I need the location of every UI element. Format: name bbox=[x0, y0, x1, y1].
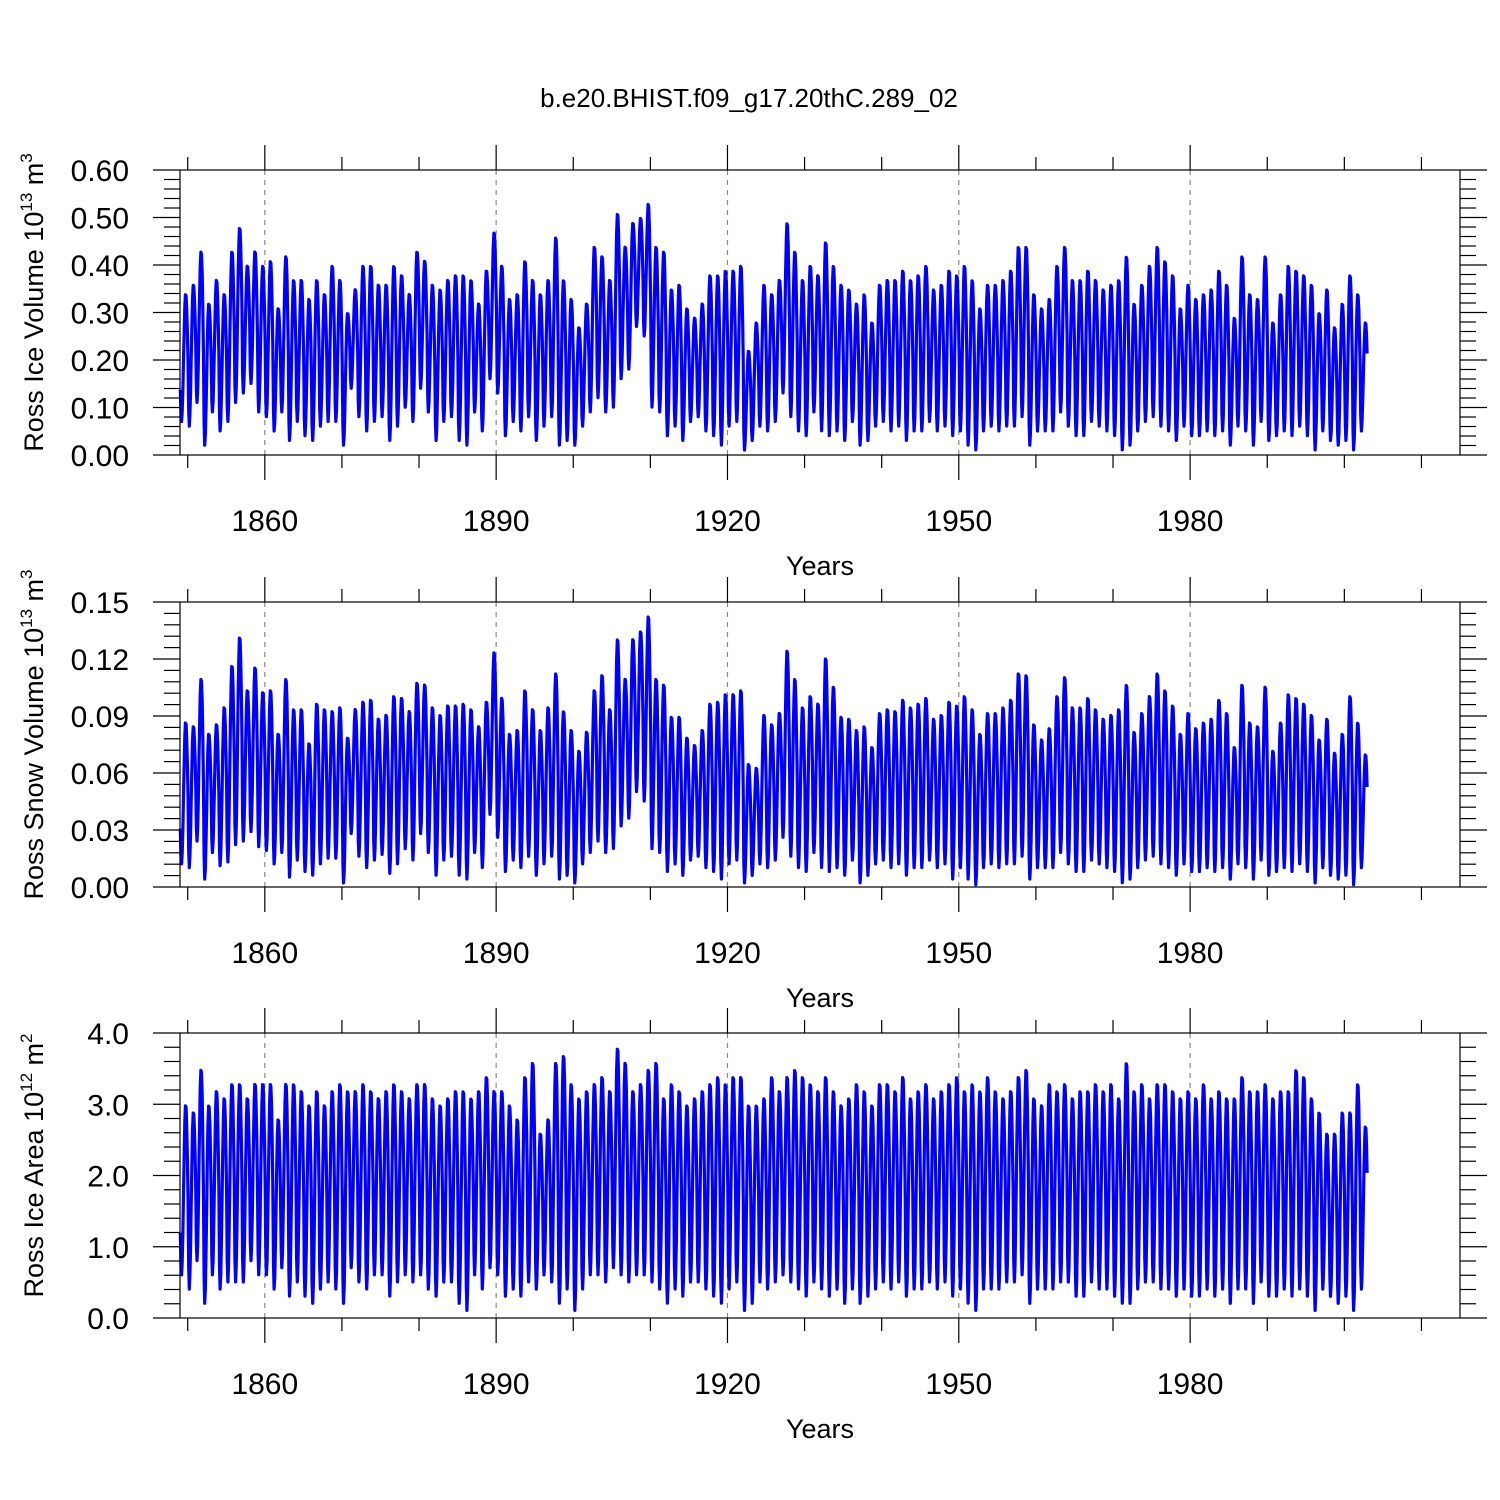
y-tick-label: 0.06 bbox=[71, 758, 129, 791]
y-tick-label: 0.20 bbox=[71, 345, 129, 378]
y-tick-label: 0.00 bbox=[71, 872, 129, 905]
series-line bbox=[178, 615, 1369, 887]
y-axis-title: Ross Snow Volume 1013 m3 bbox=[17, 569, 49, 899]
x-tick-label: 1860 bbox=[231, 505, 298, 538]
y-tick-label: 0.30 bbox=[71, 298, 129, 331]
x-tick-label: 1950 bbox=[925, 1368, 992, 1401]
series-line bbox=[178, 1047, 1369, 1312]
x-axis-title: Years bbox=[786, 551, 854, 581]
x-tick-label: 1950 bbox=[925, 505, 992, 538]
x-tick-label: 1980 bbox=[1157, 937, 1224, 970]
figure-title: b.e20.BHIST.f09_g17.20thC.289_02 bbox=[540, 83, 958, 113]
x-tick-label: 1860 bbox=[231, 937, 298, 970]
x-tick-label: 1920 bbox=[694, 937, 761, 970]
panel-3: 0.0 1.0 2.0 3.0 4.0 1860 1890 1920 1950 1980 Years… bbox=[17, 1008, 1487, 1444]
y-tick-label: 0.40 bbox=[71, 250, 129, 283]
x-axis-title: Years bbox=[786, 1414, 854, 1444]
y-tick-label: 3.0 bbox=[87, 1089, 129, 1122]
y-tick-label: 0.15 bbox=[71, 587, 129, 620]
x-tick-label: 1890 bbox=[463, 505, 530, 538]
x-tick-label: 1860 bbox=[231, 1368, 298, 1401]
panel-1: 0.00 0.10 0.20 0.30 0.40 0.50 0.60 1860 1890 1920… bbox=[17, 145, 1487, 581]
y-tick-label: 0.03 bbox=[71, 815, 129, 848]
y-tick-label: 0.10 bbox=[71, 393, 129, 426]
panel-2: 0.00 0.03 0.06 0.09 0.12 0.15 1860 1890 1920 1950… bbox=[17, 569, 1487, 1013]
y-tick-label: 2.0 bbox=[87, 1161, 129, 1194]
y-tick-label: 0.12 bbox=[71, 644, 129, 677]
y-tick-label: 0.60 bbox=[71, 155, 129, 188]
x-tick-label: 1890 bbox=[463, 1368, 530, 1401]
y-tick-label: 1.0 bbox=[87, 1232, 129, 1265]
x-tick-label: 1980 bbox=[1157, 505, 1224, 538]
x-tick-label: 1980 bbox=[1157, 1368, 1224, 1401]
y-tick-label: 0.50 bbox=[71, 203, 129, 236]
panels-container: 0.00 0.10 0.20 0.30 0.40 0.50 0.60 1860 1890 1920… bbox=[17, 145, 1487, 1444]
x-tick-label: 1920 bbox=[694, 1368, 761, 1401]
x-tick-label: 1890 bbox=[463, 937, 530, 970]
y-tick-label: 0.0 bbox=[87, 1303, 129, 1336]
y-tick-label: 0.09 bbox=[71, 701, 129, 734]
y-tick-label: 0.00 bbox=[71, 440, 129, 473]
x-tick-label: 1950 bbox=[925, 937, 992, 970]
y-axis-title: Ross Ice Volume 1013 m3 bbox=[17, 153, 49, 452]
y-tick-label: 4.0 bbox=[87, 1018, 129, 1051]
x-axis-title: Years bbox=[786, 983, 854, 1013]
y-axis-title: Ross Ice Area 1012 m2 bbox=[17, 1033, 49, 1297]
x-tick-label: 1920 bbox=[694, 505, 761, 538]
plot-frame bbox=[179, 601, 1461, 888]
series-line bbox=[178, 202, 1369, 452]
